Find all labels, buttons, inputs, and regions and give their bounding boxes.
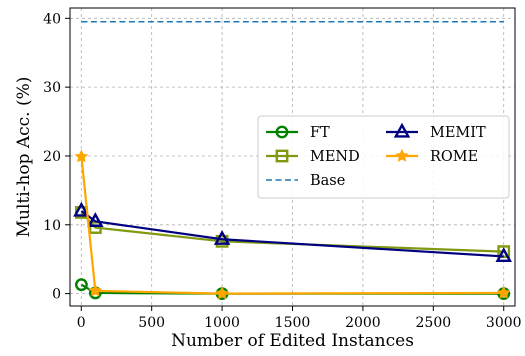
x-tick-label: 1500 [275, 315, 311, 331]
series-rome [74, 149, 511, 300]
legend: FT MEND Base MEMIT ROME [257, 115, 510, 199]
legend-label: MEMIT [430, 125, 486, 141]
legend-label: Base [310, 173, 345, 189]
legend-item-ft: FT [266, 125, 330, 141]
data-point-mend [497, 245, 511, 259]
legend-item-memit: MEMIT [386, 122, 486, 141]
axis-ticks: 0 500 1000 1500 2000 2500 3000 0 10 20 30 40 [43, 11, 521, 331]
legend-item-rome: ROME [386, 148, 478, 165]
x-tick-label: 1000 [204, 315, 240, 331]
legend-label: MEND [310, 149, 360, 165]
y-tick-label: 0 [52, 287, 61, 303]
data-point-ft [75, 278, 88, 292]
x-tick-label: 3000 [486, 315, 522, 331]
x-tick-label: 2500 [416, 315, 452, 331]
data-point-rome [496, 285, 511, 299]
data-point-memit [213, 229, 231, 245]
series-layer [73, 20, 512, 301]
y-axis-label: Multi-hop Acc. (%) [14, 77, 34, 238]
series-ft [75, 278, 511, 301]
legend-marker [275, 149, 289, 163]
y-tick-label: 10 [43, 218, 61, 234]
series-line-rome [80, 156, 504, 295]
y-tick-label: 30 [43, 80, 61, 96]
y-tick-label: 20 [43, 149, 61, 165]
data-point-rome [74, 149, 89, 163]
x-tick-label: 500 [138, 315, 165, 331]
x-tick-label: 0 [77, 315, 86, 331]
y-tick-label: 40 [43, 11, 61, 27]
x-tick-label: 2000 [345, 315, 381, 331]
data-point-rome [215, 286, 229, 300]
legend-marker [275, 125, 289, 139]
legend-label: ROME [430, 149, 478, 165]
legend-marker [395, 148, 409, 162]
legend-item-mend: MEND [266, 149, 360, 165]
legend-item-base: Base [266, 173, 345, 189]
data-point-memit [73, 201, 90, 217]
data-point-memit [495, 247, 512, 263]
data-point-rome [88, 283, 103, 297]
x-axis-label: Number of Edited Instances [171, 331, 414, 351]
legend-label: FT [310, 125, 330, 141]
data-point-memit [87, 212, 104, 227]
legend-box [257, 115, 510, 199]
legend-marker [393, 122, 411, 138]
